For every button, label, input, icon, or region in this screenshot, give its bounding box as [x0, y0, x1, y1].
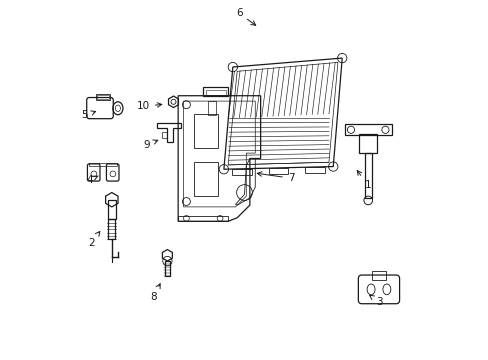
Text: 3: 3 — [369, 295, 382, 307]
Text: 6: 6 — [235, 8, 255, 25]
Bar — [164, 261, 170, 276]
Bar — [364, 153, 371, 198]
Bar — [371, 271, 386, 280]
Text: 9: 9 — [143, 140, 158, 150]
Text: 2: 2 — [88, 231, 100, 248]
Text: 7: 7 — [257, 172, 294, 183]
Bar — [96, 94, 110, 100]
Text: 10: 10 — [137, 102, 162, 112]
Bar — [97, 95, 108, 99]
Text: 4: 4 — [86, 175, 98, 185]
Bar — [193, 162, 218, 196]
Bar — [89, 163, 117, 166]
Bar — [359, 134, 376, 153]
Bar — [344, 125, 391, 135]
Bar — [108, 220, 115, 239]
Bar — [107, 200, 116, 220]
Text: 5: 5 — [81, 111, 96, 121]
Text: 8: 8 — [150, 284, 160, 302]
Text: 1: 1 — [357, 171, 371, 190]
Bar — [193, 114, 218, 148]
Bar — [162, 132, 167, 138]
Bar — [207, 101, 215, 115]
